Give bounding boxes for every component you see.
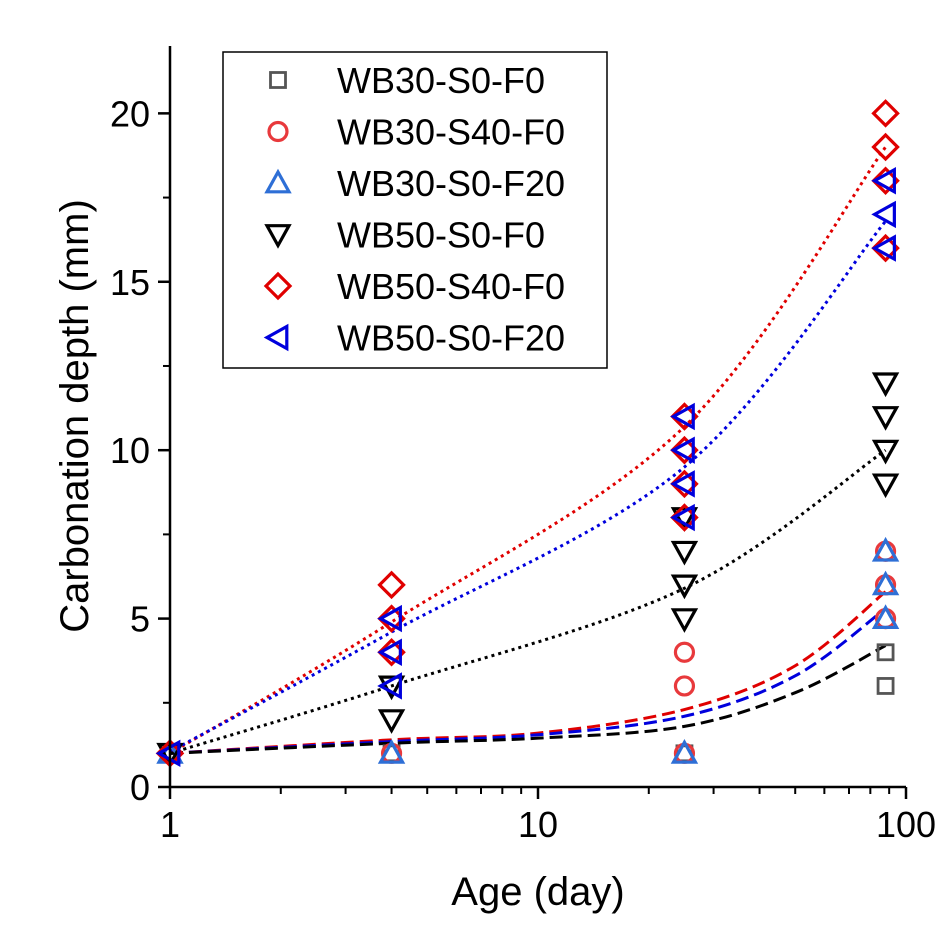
fit-line-dashed-6 bbox=[169, 644, 887, 755]
x-tick-label: 10 bbox=[518, 804, 558, 845]
point-wb50-s0-f0-8 bbox=[871, 473, 900, 499]
legend-label-wb50-s40-f0: WB50-S40-F0 bbox=[337, 266, 565, 307]
fit-line-dotted-3 bbox=[169, 448, 887, 755]
point-wb50-s40-f0-12 bbox=[871, 99, 900, 128]
point-wb50-s0-f0-9 bbox=[871, 439, 900, 465]
point-wb50-s0-f20-9 bbox=[871, 234, 896, 262]
point-wb30-s0-f0-4 bbox=[876, 677, 895, 695]
y-tick-label: 5 bbox=[130, 599, 150, 640]
point-wb30-s0-f20-3 bbox=[670, 739, 699, 764]
x-tick-label: 100 bbox=[876, 804, 936, 845]
point-wb30-s0-f0-5 bbox=[876, 643, 895, 662]
y-tick-label: 10 bbox=[110, 430, 150, 471]
point-wb50-s0-f0-11 bbox=[871, 372, 900, 398]
legend-box bbox=[222, 51, 608, 369]
point-wb50-s0-f0-10 bbox=[871, 406, 900, 431]
point-wb50-s0-f0-6 bbox=[670, 540, 699, 566]
point-wb30-s0-f20-2 bbox=[377, 739, 406, 764]
fit-line-dashed-5 bbox=[169, 607, 887, 755]
legend-label-wb30-s40-f0: WB30-S40-F0 bbox=[337, 112, 565, 153]
point-wb30-s40-f0-5 bbox=[673, 641, 696, 663]
fit-line-dashed-4 bbox=[169, 590, 887, 755]
y-tick-label: 20 bbox=[110, 93, 150, 134]
point-wb50-s0-f20-4 bbox=[377, 604, 402, 633]
legend-marker-wb50-s40-f0 bbox=[263, 271, 293, 301]
point-wb50-s40-f0-11 bbox=[871, 132, 900, 162]
fit-lines bbox=[169, 146, 887, 755]
point-wb50-s0-f0-5 bbox=[670, 574, 699, 600]
y-tick-label: 0 bbox=[130, 767, 150, 808]
legend-marker-wb30-s40-f0 bbox=[267, 120, 289, 143]
legend-label-wb50-s0-f0: WB50-S0-F0 bbox=[337, 215, 545, 256]
point-wb50-s0-f0-2 bbox=[377, 709, 406, 734]
y-ticks: 0 5 10 15 20 bbox=[110, 93, 170, 808]
x-axis-label: Age (day) bbox=[451, 870, 624, 914]
point-wb30-s40-f0-4 bbox=[673, 675, 696, 697]
legend-label-wb50-s0-f20: WB50-S0-F20 bbox=[337, 318, 565, 359]
legend-label-wb30-s0-f0: WB30-S0-F0 bbox=[337, 60, 545, 101]
fit-line-dotted-1 bbox=[169, 146, 887, 755]
point-wb50-s0-f20-6 bbox=[670, 470, 695, 498]
legend-marker-wb50-s0-f0 bbox=[264, 224, 292, 249]
point-wb50-s0-f20-3 bbox=[377, 638, 402, 666]
point-wb30-s0-f20-5 bbox=[871, 570, 900, 596]
legend: WB30-S0-F0 WB30-S40-F0 WB30-S0-F20 WB50-S0-… bbox=[222, 51, 608, 369]
legend-marker-wb50-s0-f20 bbox=[263, 323, 289, 352]
point-wb50-s40-f0-4 bbox=[377, 570, 406, 600]
point-wb50-s0-f20-7 bbox=[670, 436, 695, 464]
point-wb50-s0-f20-2 bbox=[377, 672, 402, 700]
x-tick-label: 1 bbox=[160, 804, 180, 845]
legend-marker-wb30-s0-f0 bbox=[269, 71, 287, 89]
point-wb50-s0-f0-3 bbox=[377, 675, 406, 701]
y-axis-label: Carbonation depth (mm) bbox=[53, 199, 97, 633]
fit-line-dotted-2 bbox=[169, 220, 887, 753]
point-wb30-s0-f20-4 bbox=[871, 604, 900, 629]
y-tick-label: 15 bbox=[110, 262, 150, 303]
point-wb50-s0-f0-4 bbox=[670, 608, 699, 633]
x-ticks: 1 10 100 bbox=[160, 787, 936, 845]
point-wb50-s0-f20-10 bbox=[871, 200, 896, 229]
point-wb50-s0-f20-5 bbox=[670, 503, 695, 532]
legend-marker-wb30-s0-f20 bbox=[264, 168, 292, 194]
point-wb50-s0-f0-7 bbox=[670, 507, 699, 532]
point-wb50-s0-f20-8 bbox=[670, 402, 695, 431]
point-wb30-s0-f20-6 bbox=[871, 536, 900, 562]
legend-label-wb30-s0-f20: WB30-S0-F20 bbox=[337, 163, 565, 204]
point-wb50-s0-f20-11 bbox=[871, 167, 896, 195]
